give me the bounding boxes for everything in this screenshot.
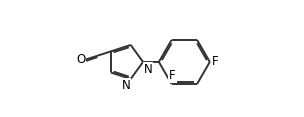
Text: F: F <box>169 69 176 82</box>
Text: O: O <box>76 53 85 66</box>
Text: N: N <box>144 63 153 76</box>
Text: N: N <box>122 79 130 92</box>
Text: F: F <box>212 55 219 68</box>
